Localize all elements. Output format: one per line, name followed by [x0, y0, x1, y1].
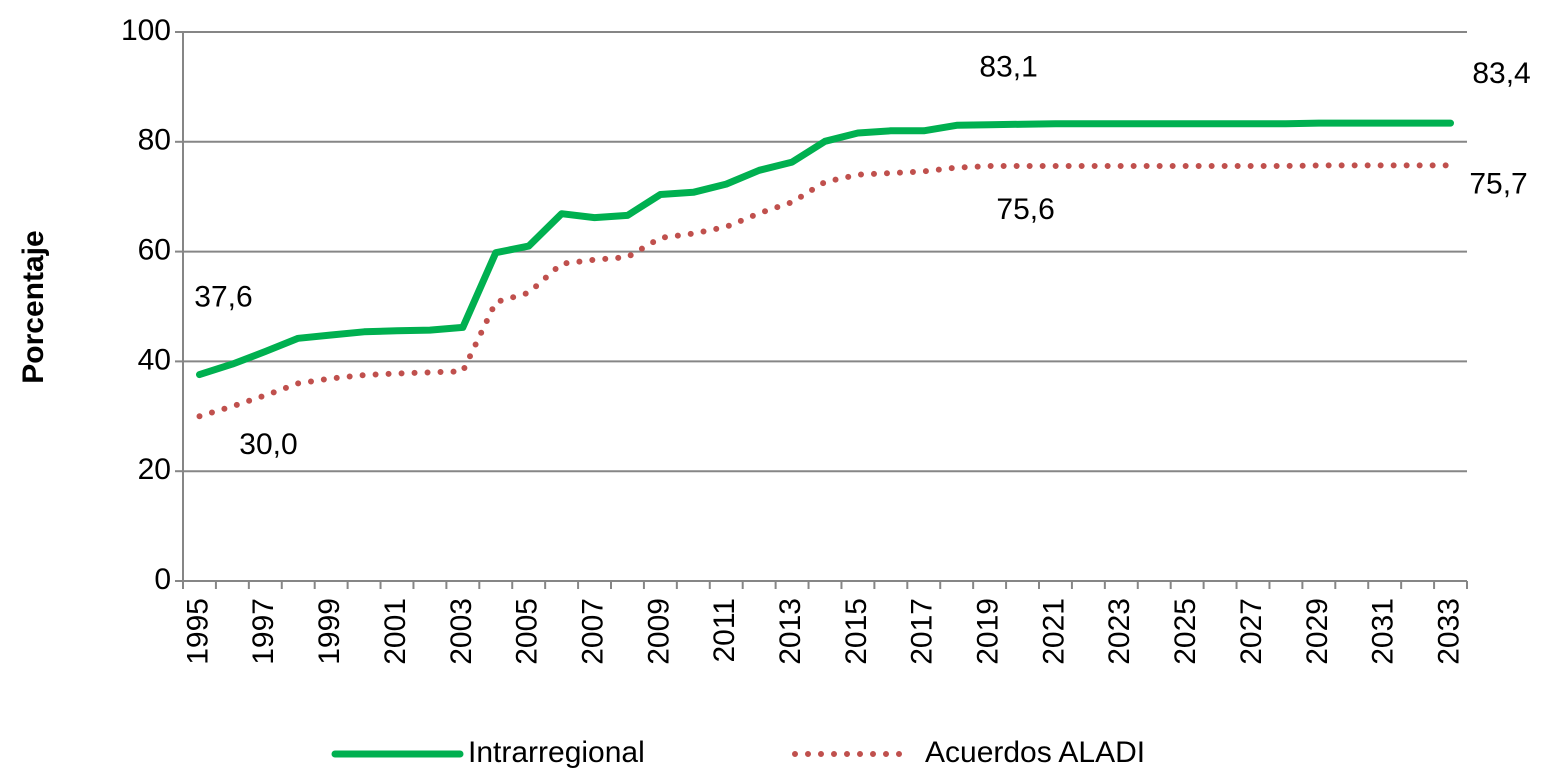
x-tick-label: 2001	[379, 598, 412, 665]
x-tick-label: 2009	[642, 598, 675, 665]
x-tick-label: 2027	[1235, 598, 1268, 665]
x-tick-label: 2015	[840, 598, 873, 665]
data-label: 75,6	[996, 193, 1054, 226]
legend-label: Acuerdos ALADI	[925, 736, 1145, 769]
x-tick-label: 2021	[1037, 598, 1070, 665]
x-tick-label: 1997	[247, 598, 280, 665]
x-tick-label: 2007	[576, 598, 609, 665]
y-axis-label: Porcentaje	[17, 230, 50, 383]
x-tick-label: 2025	[1169, 598, 1202, 665]
x-tick-label: 2011	[708, 598, 741, 663]
y-tick-label: 100	[121, 14, 171, 47]
x-tick-label: 1999	[313, 598, 346, 665]
x-tick-label: 2017	[906, 598, 939, 665]
data-label: 75,7	[1469, 167, 1527, 200]
y-tick-label: 60	[138, 234, 171, 267]
data-label: 37,6	[194, 280, 252, 313]
x-tick-label: 2031	[1367, 598, 1400, 665]
legend-label: Intrarregional	[468, 736, 645, 769]
y-tick-label: 40	[138, 343, 171, 376]
x-tick-label: 2003	[445, 598, 478, 665]
x-tick-label: 2029	[1301, 598, 1334, 665]
y-tick-label: 80	[138, 124, 171, 157]
series-line	[196, 162, 1454, 420]
data-label: 83,1	[979, 51, 1037, 84]
data-label: 30,0	[239, 428, 297, 461]
x-tick-label: 2019	[972, 598, 1005, 665]
x-tick-label: 2023	[1103, 598, 1136, 665]
y-tick-label: 0	[154, 563, 171, 596]
y-tick-label: 20	[138, 453, 171, 486]
data-label: 83,4	[1472, 57, 1530, 90]
x-tick-label: 2005	[511, 598, 544, 665]
series-line	[196, 119, 1454, 379]
x-tick-label: 2013	[774, 598, 807, 665]
x-tick-label: 1995	[181, 598, 214, 665]
x-tick-label: 2033	[1432, 598, 1465, 665]
